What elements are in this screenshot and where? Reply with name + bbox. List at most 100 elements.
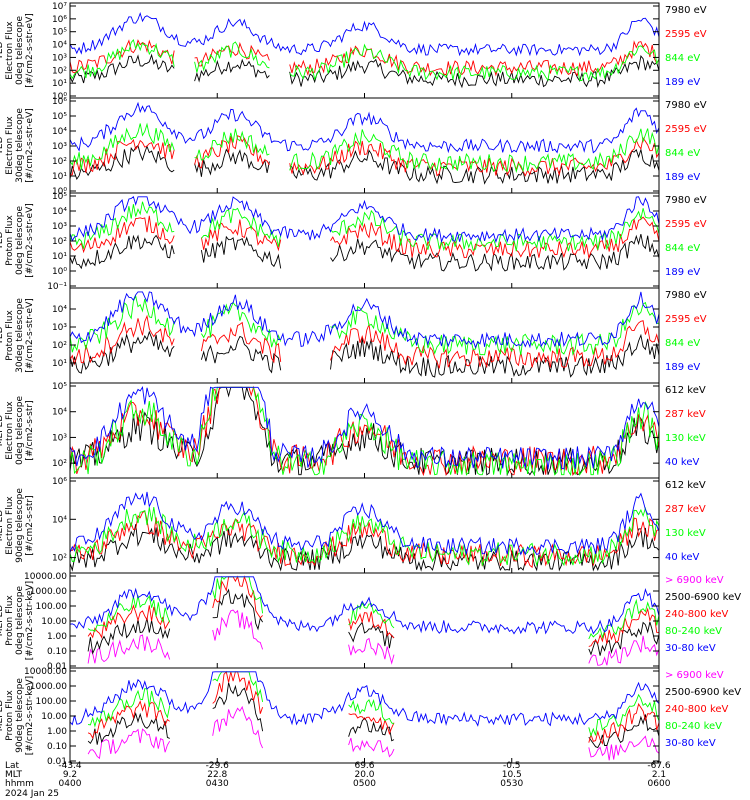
series-line-1-3 (69, 38, 660, 82)
y-axis-label-line: 0deg telescope (15, 586, 25, 656)
y-tick-label: 0.10 (47, 742, 67, 752)
series-line-4-4 (69, 291, 660, 349)
footer-value: -43.4 (58, 761, 82, 771)
panel-7: 0.010.101.0010.00100.001000.0010000.00ME… (0, 572, 741, 672)
y-tick-label: 10.00 (41, 617, 67, 627)
y-axis-label-line: Proton Flux (5, 310, 15, 361)
panel-frame (69, 572, 660, 669)
y-tick-label: 10⁰ (52, 267, 67, 277)
y-axis-label-line: 0deg telescope (15, 206, 25, 276)
y-tick-label: 1.00 (47, 727, 67, 737)
y-axis-label: MEPED Electron Flux 90deg telescope [#/cm2-… (0, 488, 35, 563)
series-line-6-3 (69, 506, 660, 567)
y-axis-label-line: 90deg telescope (15, 678, 25, 753)
y-axis-label: MEPED Proton Flux 0deg telescope [#/cm2-s-s… (0, 581, 35, 660)
panel-3: 10⁻¹ 10⁰ 10¹ 10² 10³ 10⁴ 10⁵ TED Proton Flux 0deg… (0, 192, 707, 292)
y-tick-label: 10¹ (52, 359, 67, 369)
series-line-4-2 (69, 314, 660, 369)
footer-value: 20.0 (354, 770, 374, 780)
y-tick-label: 10⁶ (52, 15, 67, 25)
y-tick-label: 10⁴ (52, 41, 67, 51)
footer-value: 22.8 (207, 770, 227, 780)
y-axis-label-line: Proton Flux (5, 595, 15, 646)
y-axis-label-line: TED (0, 231, 5, 250)
y-tick-label: 1000.00 (30, 587, 67, 597)
y-tick-label: 10⁻¹ (47, 282, 67, 292)
series-line-4-1 (69, 330, 660, 378)
series-line-8-5 (69, 671, 660, 727)
y-tick-label: 1.00 (47, 632, 67, 642)
y-axis-label: MEPED Proton Flux 90deg telescope [#/cm2-s-… (0, 676, 35, 755)
y-tick-label: 10² (52, 341, 67, 351)
series-line-3-4 (69, 196, 660, 244)
y-axis-label-line: [#/cm2-s-str] (25, 400, 35, 460)
y-tick-label: 10⁶ (52, 477, 67, 487)
legend-label: 7980 eV (665, 195, 707, 206)
footer-row-label: hhmm (5, 779, 34, 789)
y-axis-label: TED Electron Flux 0deg telescope [#/cm2-s-s… (0, 13, 35, 88)
y-axis-label-line: [#/cm2-s-str-eV] (25, 108, 35, 183)
legend-label: 2500-6900 keV (665, 592, 741, 603)
footer-value: -29.6 (206, 761, 230, 771)
y-tick-label: 10² (52, 237, 67, 247)
series-line-1-4 (69, 11, 660, 57)
y-axis-label-line: [#/cm2-s-str-keV] (25, 676, 35, 755)
y-tick-label: 10² (52, 66, 67, 76)
y-axis-label-line: MEPED (0, 415, 5, 447)
y-axis-label-line: [#/cm2-s-str-eV] (25, 298, 35, 373)
y-axis-label-line: TED (0, 136, 5, 155)
y-tick-label: 0.01 (47, 757, 67, 767)
footer-date: 2024 Jan 25 (5, 789, 59, 799)
footer-value: 2.1 (652, 770, 666, 780)
legend-label: 80-240 keV (665, 626, 722, 637)
series-line-7-1 (87, 609, 660, 666)
series-line-8-4 (88, 671, 660, 738)
footer-value: 0430 (206, 779, 229, 789)
y-tick-label: 10¹ (52, 252, 67, 262)
legend-label: 189 eV (665, 362, 700, 373)
panel-8: 0.010.101.0010.00100.001000.0010000.00ME… (0, 667, 741, 767)
panel-6: 10² 10⁴ 10⁶ MEPED Electron Flux 90deg telesco… (0, 477, 706, 574)
legend-label: 40 keV (665, 457, 699, 468)
panel-frame (69, 287, 660, 384)
legend-label: 2595 eV (665, 219, 707, 230)
y-axis-label-line: [#/cm2-s-str] (25, 495, 35, 555)
y-tick-label: 10⁵ (52, 192, 67, 202)
footer-value: 0530 (500, 779, 523, 789)
footer-value: -67.6 (647, 761, 671, 771)
y-tick-label: 10000.00 (24, 572, 67, 582)
series-line-2-2 (69, 135, 660, 177)
y-tick-label: 10⁶ (52, 97, 67, 107)
y-axis-label-line: [#/cm2-s-str-eV] (25, 203, 35, 278)
series-line-2-1 (69, 144, 660, 185)
y-tick-label: 1000.00 (30, 682, 67, 692)
y-tick-label: 10³ (52, 433, 67, 443)
series-line-1-1 (69, 53, 660, 89)
y-tick-label: 10³ (52, 222, 67, 232)
panel-1: 10⁰ 10¹ 10² 10³ 10⁴ 10⁵ 10⁶ 10⁷ TED Electron Flux… (0, 2, 707, 102)
y-tick-label: 10⁰ (52, 187, 67, 197)
y-tick-label: 100.00 (36, 697, 68, 707)
footer-value: 0600 (648, 779, 671, 789)
series-line-7-2 (87, 588, 660, 656)
legend-label: 240-800 keV (665, 609, 729, 620)
series-line-8-2 (87, 682, 660, 749)
y-tick-label: 10³ (52, 323, 67, 333)
legend-label: 7980 eV (665, 100, 707, 111)
series-line-5-3 (69, 386, 660, 477)
footer-value: 10.5 (502, 770, 522, 780)
y-axis-label-line: MEPED (0, 700, 5, 732)
series-line-2-3 (69, 122, 660, 174)
legend-label: 7980 eV (665, 5, 707, 16)
series-line-6-1 (69, 524, 660, 572)
legend-label: 287 keV (665, 504, 706, 515)
y-tick-label: 10³ (52, 142, 67, 152)
series-line-6-4 (69, 491, 660, 556)
legend-label: 2595 eV (665, 124, 707, 135)
legend-label: 189 eV (665, 77, 700, 88)
y-axis-label-line: [#/cm2-s-str-eV] (25, 13, 35, 88)
y-tick-label: 10⁴ (52, 127, 67, 137)
legend-label: 2500-6900 keV (665, 687, 741, 698)
